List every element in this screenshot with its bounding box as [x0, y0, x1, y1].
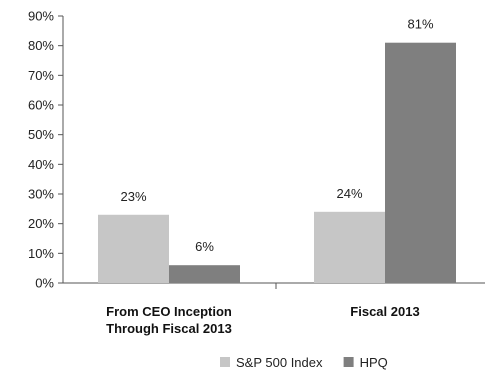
y-tick-label: 80% [28, 38, 54, 53]
bars [98, 42, 456, 284]
bar [314, 211, 385, 283]
bar [385, 42, 456, 284]
category-label: Through Fiscal 2013 [106, 321, 232, 336]
y-axis: 0% 10% 20% 30% 40% 50% 60% 70% 80% 90% [28, 9, 64, 291]
data-label: 81% [407, 17, 433, 32]
bar [98, 214, 169, 283]
data-label: 23% [120, 189, 146, 204]
x-axis [63, 282, 485, 289]
y-tick-label: 0% [35, 276, 54, 291]
data-label: 6% [195, 239, 214, 254]
y-tick-label: 40% [28, 157, 54, 172]
category-label: Fiscal 2013 [350, 304, 419, 319]
data-label: 24% [336, 186, 362, 201]
legend-label: HPQ [360, 355, 388, 370]
legend-label: S&P 500 Index [236, 355, 323, 370]
y-tick-label: 90% [28, 9, 54, 24]
y-tick-label: 70% [28, 68, 54, 83]
data-labels: 23% 6% 24% 81% [120, 17, 433, 254]
category-labels: From CEO Inception Through Fiscal 2013 Fis… [106, 304, 420, 336]
y-tick-label: 30% [28, 187, 54, 202]
y-tick-label: 50% [28, 127, 54, 142]
legend-swatch [343, 357, 354, 367]
bar [169, 265, 240, 283]
legend: S&P 500 Index HPQ [220, 355, 388, 370]
category-label: From CEO Inception [106, 304, 232, 319]
y-tick-label: 10% [28, 246, 54, 261]
y-tick-label: 60% [28, 98, 54, 113]
legend-swatch [220, 357, 230, 367]
y-tick-label: 20% [28, 216, 54, 231]
